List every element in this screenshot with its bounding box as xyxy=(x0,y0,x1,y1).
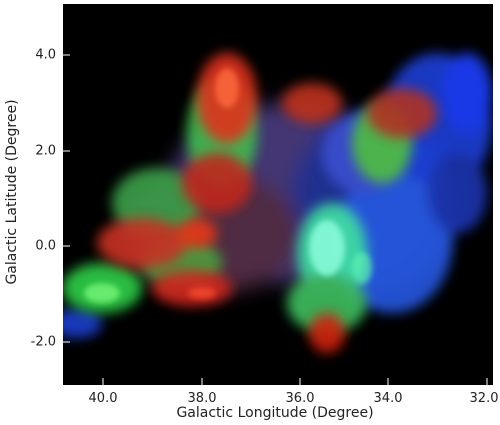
y-tick-marks xyxy=(62,54,70,343)
y-axis-title: Galactic Latitude (Degree) xyxy=(4,99,20,285)
x-tick-marks xyxy=(102,378,488,386)
x-tick-label: 38.0 xyxy=(187,391,217,406)
y-tick-label: -2.0 xyxy=(30,334,56,350)
x-axis-title: Galactic Longitude (Degree) xyxy=(176,405,374,421)
x-tick-label: 32.0 xyxy=(469,391,499,406)
y-tick-label: 2.0 xyxy=(35,143,56,159)
y-tick-label: 4.0 xyxy=(35,47,56,63)
bright-filaments xyxy=(84,68,372,303)
x-tick-label: 40.0 xyxy=(88,391,118,406)
x-tick-label: 34.0 xyxy=(373,391,403,406)
rgb-composite-image xyxy=(62,3,494,386)
x-tick-label: 36.0 xyxy=(285,391,315,406)
red-emission xyxy=(97,53,437,353)
y-tick-label: 0.0 xyxy=(35,238,56,254)
